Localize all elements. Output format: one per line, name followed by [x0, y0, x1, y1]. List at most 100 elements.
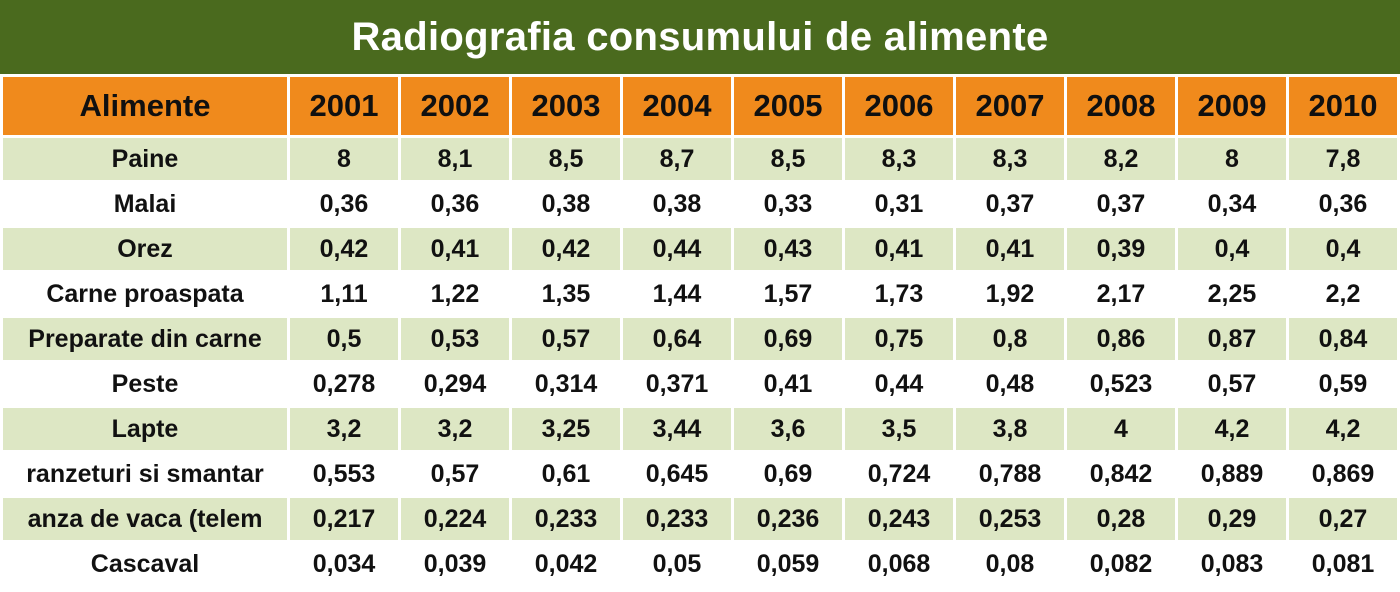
value-cell: 0,33	[734, 183, 842, 225]
value-cell: 0,068	[845, 543, 953, 585]
value-cell: 0,233	[623, 498, 731, 540]
value-cell: 3,2	[290, 408, 398, 450]
header-cell-year: 2010	[1289, 77, 1397, 135]
food-label-cell: ranzeturi si smantar	[3, 453, 287, 495]
value-cell: 0,05	[623, 543, 731, 585]
value-cell: 8,5	[734, 138, 842, 180]
header-cell-year: 2008	[1067, 77, 1175, 135]
value-cell: 0,57	[1178, 363, 1286, 405]
food-label-cell: Peste	[3, 363, 287, 405]
value-cell: 8,2	[1067, 138, 1175, 180]
value-cell: 8,3	[956, 138, 1064, 180]
value-cell: 0,36	[290, 183, 398, 225]
value-cell: 3,6	[734, 408, 842, 450]
value-cell: 0,29	[1178, 498, 1286, 540]
value-cell: 0,724	[845, 453, 953, 495]
table-row: Orez 0,42 0,41 0,42 0,44 0,43 0,41 0,41 0,39 0,4 0…	[3, 228, 1397, 270]
value-cell: 0,69	[734, 453, 842, 495]
value-cell: 0,842	[1067, 453, 1175, 495]
value-cell: 0,75	[845, 318, 953, 360]
value-cell: 0,36	[401, 183, 509, 225]
value-cell: 0,43	[734, 228, 842, 270]
value-cell: 0,42	[512, 228, 620, 270]
value-cell: 0,371	[623, 363, 731, 405]
value-cell: 0,059	[734, 543, 842, 585]
value-cell: 0,27	[1289, 498, 1397, 540]
value-cell: 0,44	[623, 228, 731, 270]
value-cell: 8,7	[623, 138, 731, 180]
value-cell: 0,44	[845, 363, 953, 405]
value-cell: 2,25	[1178, 273, 1286, 315]
table-row: Peste 0,278 0,294 0,314 0,371 0,41 0,44 0,48 0,5…	[3, 363, 1397, 405]
value-cell: 0,59	[1289, 363, 1397, 405]
value-cell: 0,37	[956, 183, 1064, 225]
value-cell: 0,082	[1067, 543, 1175, 585]
value-cell: 0,889	[1178, 453, 1286, 495]
value-cell: 4	[1067, 408, 1175, 450]
food-label-cell: Carne proaspata	[3, 273, 287, 315]
value-cell: 8	[1178, 138, 1286, 180]
value-cell: 0,233	[512, 498, 620, 540]
table-row: Preparate din carne 0,5 0,53 0,57 0,64 0,69 0,…	[3, 318, 1397, 360]
value-cell: 0,86	[1067, 318, 1175, 360]
value-cell: 4,2	[1178, 408, 1286, 450]
value-cell: 0,64	[623, 318, 731, 360]
food-label-cell: anza de vaca (telem	[3, 498, 287, 540]
header-cell-year: 2009	[1178, 77, 1286, 135]
table-row: anza de vaca (telem 0,217 0,224 0,233 0,233 0…	[3, 498, 1397, 540]
value-cell: 4,2	[1289, 408, 1397, 450]
value-cell: 0,34	[1178, 183, 1286, 225]
value-cell: 0,41	[401, 228, 509, 270]
table-row: Malai 0,36 0,36 0,38 0,38 0,33 0,31 0,37 0,37 0,3…	[3, 183, 1397, 225]
value-cell: 0,41	[845, 228, 953, 270]
value-cell: 0,4	[1178, 228, 1286, 270]
value-cell: 0,083	[1178, 543, 1286, 585]
value-cell: 0,53	[401, 318, 509, 360]
value-cell: 7,8	[1289, 138, 1397, 180]
value-cell: 0,243	[845, 498, 953, 540]
value-cell: 0,31	[845, 183, 953, 225]
value-cell: 0,039	[401, 543, 509, 585]
value-cell: 0,8	[956, 318, 1064, 360]
value-cell: 0,278	[290, 363, 398, 405]
value-cell: 0,57	[512, 318, 620, 360]
food-label-cell: Preparate din carne	[3, 318, 287, 360]
header-cell-year: 2007	[956, 77, 1064, 135]
value-cell: 0,69	[734, 318, 842, 360]
value-cell: 0,042	[512, 543, 620, 585]
value-cell: 0,314	[512, 363, 620, 405]
value-cell: 0,236	[734, 498, 842, 540]
value-cell: 0,39	[1067, 228, 1175, 270]
value-cell: 1,35	[512, 273, 620, 315]
header-cell-year: 2004	[623, 77, 731, 135]
value-cell: 3,5	[845, 408, 953, 450]
value-cell: 3,8	[956, 408, 1064, 450]
header-row: Alimente 2001 2002 2003 2004 2005 2006 2007 2008…	[3, 77, 1397, 135]
value-cell: 0,08	[956, 543, 1064, 585]
table-row: Carne proaspata 1,11 1,22 1,35 1,44 1,57 1,73 1…	[3, 273, 1397, 315]
value-cell: 0,87	[1178, 318, 1286, 360]
value-cell: 1,92	[956, 273, 1064, 315]
value-cell: 1,57	[734, 273, 842, 315]
header-cell-year: 2006	[845, 77, 953, 135]
header-cell-year: 2001	[290, 77, 398, 135]
value-cell: 0,081	[1289, 543, 1397, 585]
value-cell: 3,44	[623, 408, 731, 450]
value-cell: 0,38	[512, 183, 620, 225]
consumption-table: Alimente 2001 2002 2003 2004 2005 2006 2007 2008…	[0, 74, 1400, 588]
value-cell: 1,22	[401, 273, 509, 315]
value-cell: 8,5	[512, 138, 620, 180]
value-cell: 0,37	[1067, 183, 1175, 225]
value-cell: 3,2	[401, 408, 509, 450]
food-label-cell: Lapte	[3, 408, 287, 450]
value-cell: 0,41	[956, 228, 1064, 270]
value-cell: 8	[290, 138, 398, 180]
value-cell: 0,41	[734, 363, 842, 405]
value-cell: 8,1	[401, 138, 509, 180]
food-label-cell: Malai	[3, 183, 287, 225]
value-cell: 0,61	[512, 453, 620, 495]
value-cell: 0,523	[1067, 363, 1175, 405]
value-cell: 1,44	[623, 273, 731, 315]
value-cell: 0,224	[401, 498, 509, 540]
